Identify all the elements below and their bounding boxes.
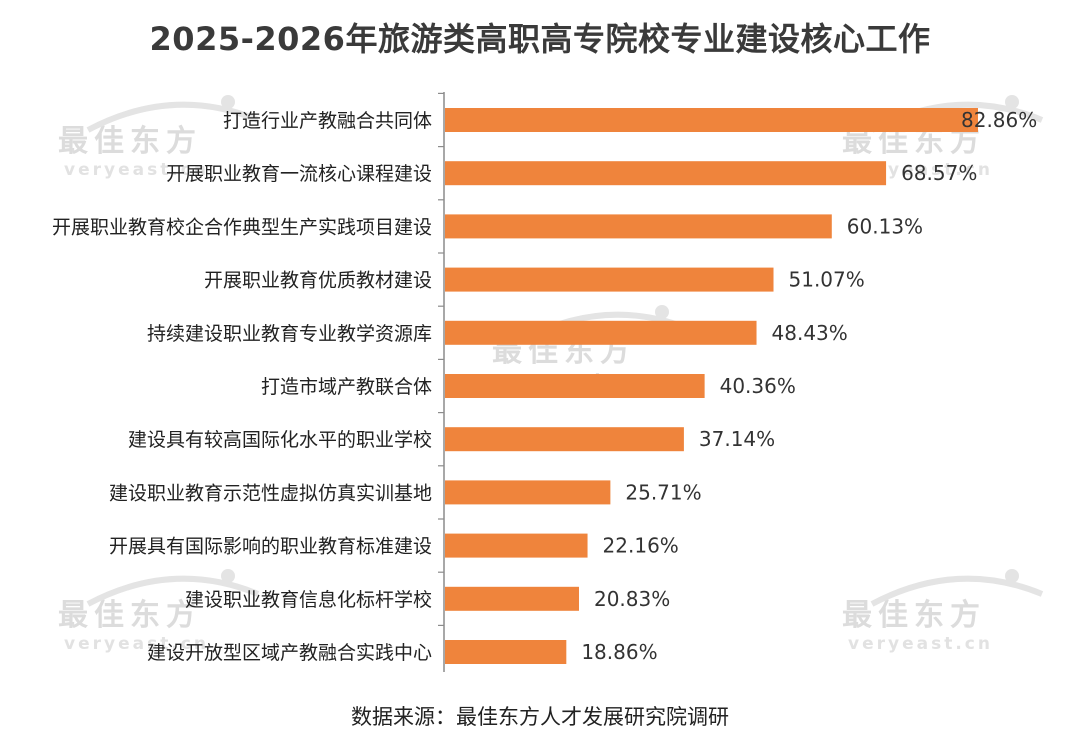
bar [445,214,832,239]
data-label: 20.83% [594,587,670,611]
bar [445,586,579,611]
bar [445,267,774,292]
data-label: 68.57% [901,161,977,185]
bar [445,533,588,558]
bar [445,640,567,664]
data-label: 40.36% [720,374,796,398]
category-label: 打造市域产教联合体 [261,376,432,398]
category-label: 开展职业教育校企合作典型生产实践项目建设 [52,216,432,238]
category-label: 持续建设职业教育专业教学资源库 [147,323,432,345]
chart-title: 2025-2026年旅游类高职高专院校专业建设核心工作 [149,20,931,58]
data-label: 82.86% [961,108,1037,132]
data-label: 22.16% [603,534,679,558]
data-label: 37.14% [699,427,775,451]
data-label: 25.71% [625,480,701,504]
data-label: 51.07% [789,268,865,292]
category-label: 开展职业教育优质教材建设 [204,270,432,292]
category-label: 建设职业教育信息化标杆学校 [185,589,432,611]
category-label: 打造行业产教融合共同体 [223,110,432,132]
bar [445,374,705,398]
category-label: 建设职业教育示范性虚拟仿真实训基地 [109,482,432,504]
data-label: 60.13% [847,214,923,238]
category-label: 开展职业教育一流核心课程建设 [166,163,432,185]
bar [445,427,684,452]
bar [445,108,978,132]
data-label: 48.43% [772,321,848,345]
bar [445,480,611,505]
data-source-note: 数据来源：最佳东方人才发展研究院调研 [351,705,729,729]
bar [445,161,887,186]
category-label: 建设开放型区域产教融合实践中心 [147,642,432,664]
data-label: 18.86% [581,640,657,664]
category-label: 建设具有较高国际化水平的职业学校 [128,429,432,451]
bar [445,320,757,345]
category-label: 开展具有国际影响的职业教育标准建设 [109,536,432,558]
